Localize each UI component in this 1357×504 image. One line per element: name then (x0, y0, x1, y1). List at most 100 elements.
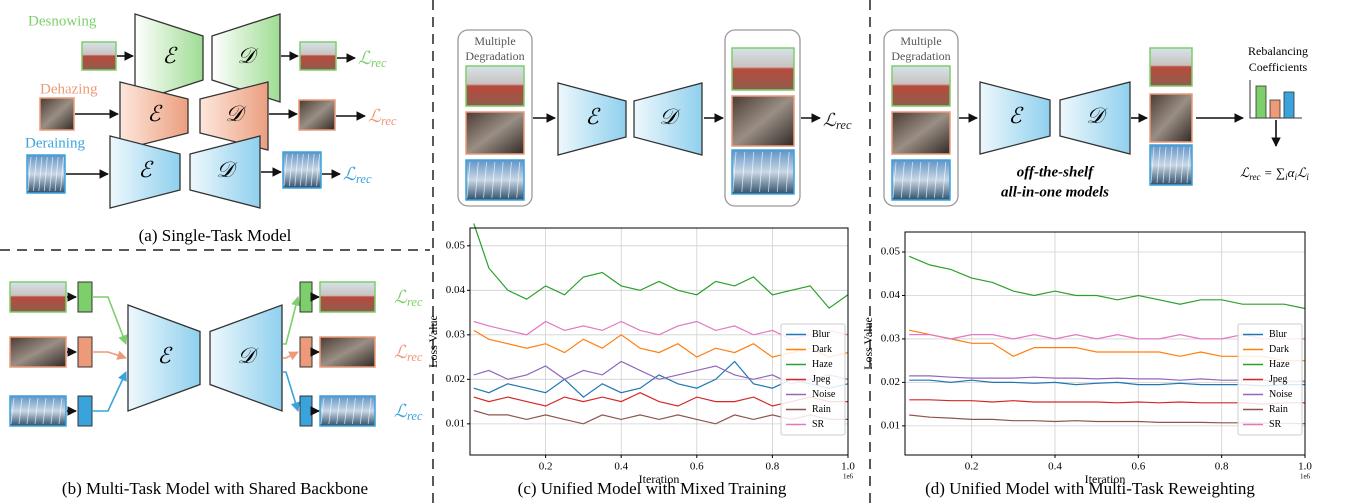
loss-label: ℒrec (368, 106, 397, 128)
loss-subscript: rec (371, 56, 387, 70)
thumbnail (732, 48, 794, 90)
series-line (474, 224, 848, 309)
label: Coefficients (1249, 60, 1308, 74)
thumbnail (10, 337, 66, 367)
loss-symbol: ℒ (394, 401, 408, 421)
label: Jpeg (812, 374, 830, 385)
connector (283, 352, 298, 358)
connector (92, 372, 126, 411)
loss-subscript: rec (356, 172, 372, 186)
label: Noise (812, 389, 836, 400)
loss-symbol: ℒ (358, 48, 372, 68)
label: 0.04 (446, 284, 466, 296)
label: 1e6 (843, 473, 854, 481)
thumbnail (40, 98, 74, 130)
label: 0.02 (446, 373, 465, 385)
icon-bar (1256, 86, 1266, 118)
label: all-in-one models (1001, 184, 1109, 200)
label: Loss Value (426, 315, 440, 368)
label: Dark (1269, 344, 1289, 355)
thumbnail (320, 282, 375, 312)
task-head (78, 282, 92, 312)
thumbnail (732, 96, 794, 146)
task-head (300, 396, 312, 426)
figure: Desnowingℰ𝒟ℒrecDehazingℰ𝒟ℒrecDerainingℰ𝒟… (0, 0, 1357, 504)
label: Loss Value (861, 317, 875, 370)
thumbnail (892, 160, 950, 200)
connector (92, 352, 126, 358)
label: SR (1269, 419, 1282, 430)
task-head (78, 396, 92, 426)
task-head (78, 337, 92, 367)
label: Rain (812, 404, 831, 415)
label: (a) Single-Task Model (139, 226, 292, 245)
label: Noise (1269, 389, 1293, 400)
thumbnail (466, 112, 524, 154)
label: Multiple (474, 34, 515, 48)
label: Rain (1269, 404, 1288, 415)
loss-label: ℒrec (343, 164, 372, 186)
formula: ℒrec = ∑iαiℒi (1240, 165, 1309, 182)
icon-bar (1270, 100, 1280, 118)
formula-part: i (1306, 172, 1309, 182)
label: 0.01 (881, 419, 900, 431)
label: 1.0 (841, 461, 855, 473)
loss-symbol: ℒ (394, 287, 408, 307)
label: Degradation (465, 49, 524, 63)
loss-label: ℒrec (394, 401, 423, 423)
label: Blur (812, 329, 830, 340)
label: Jpeg (1269, 374, 1287, 385)
label: 0.8 (766, 461, 780, 473)
formula-part: = (1261, 165, 1276, 180)
label: 0.2 (965, 461, 979, 473)
loss-subscript: rec (407, 350, 423, 364)
loss-subscript: rec (381, 114, 397, 128)
label: 0.03 (881, 332, 901, 344)
connector (283, 297, 298, 344)
label: Haze (812, 359, 833, 370)
label: (b) Multi-Task Model with Shared Backbon… (62, 479, 368, 498)
loss-symbol: ℒ (823, 110, 837, 130)
thumbnail (466, 66, 524, 106)
label: 0.02 (881, 376, 900, 388)
thumbnail (1150, 145, 1192, 185)
label: 1e6 (1300, 473, 1311, 481)
label: 0.05 (446, 239, 466, 251)
label: Desnowing (28, 13, 97, 29)
connector (283, 372, 298, 411)
loss-subscript: rec (836, 118, 852, 132)
task-head (300, 337, 312, 367)
label: Iteration (1085, 472, 1126, 486)
label: Deraining (25, 135, 85, 151)
label: 0.04 (881, 289, 901, 301)
label: Rebalancing (1248, 44, 1308, 58)
loss-symbol: ℒ (394, 342, 408, 362)
connector (92, 297, 126, 344)
label: 0.4 (614, 461, 628, 473)
thumbnail (300, 42, 336, 70)
loss-subscript: rec (407, 295, 423, 309)
series-line (909, 256, 1305, 308)
loss-label: ℒrec (823, 110, 852, 132)
label: Multiple (900, 34, 941, 48)
loss-label: ℒrec (358, 48, 387, 70)
label: 0.8 (1215, 461, 1229, 473)
label: Haze (1269, 359, 1290, 370)
formula-part: rec (1249, 172, 1260, 182)
label: Blur (1269, 329, 1287, 340)
loss-subscript: rec (407, 409, 423, 423)
thumbnail (10, 282, 66, 312)
task-head (300, 282, 312, 312)
label: 0.01 (446, 417, 465, 429)
label: 0.03 (446, 328, 466, 340)
thumbnail (1150, 48, 1192, 86)
thumbnail (892, 66, 950, 106)
label: Dehazing (40, 81, 98, 97)
label: 0.6 (690, 461, 704, 473)
thumbnail (299, 100, 335, 130)
label: Dark (812, 344, 832, 355)
loss-label: ℒrec (394, 342, 423, 364)
thumbnail (1150, 94, 1192, 142)
label: 0.2 (539, 461, 553, 473)
thumbnail (466, 160, 524, 200)
